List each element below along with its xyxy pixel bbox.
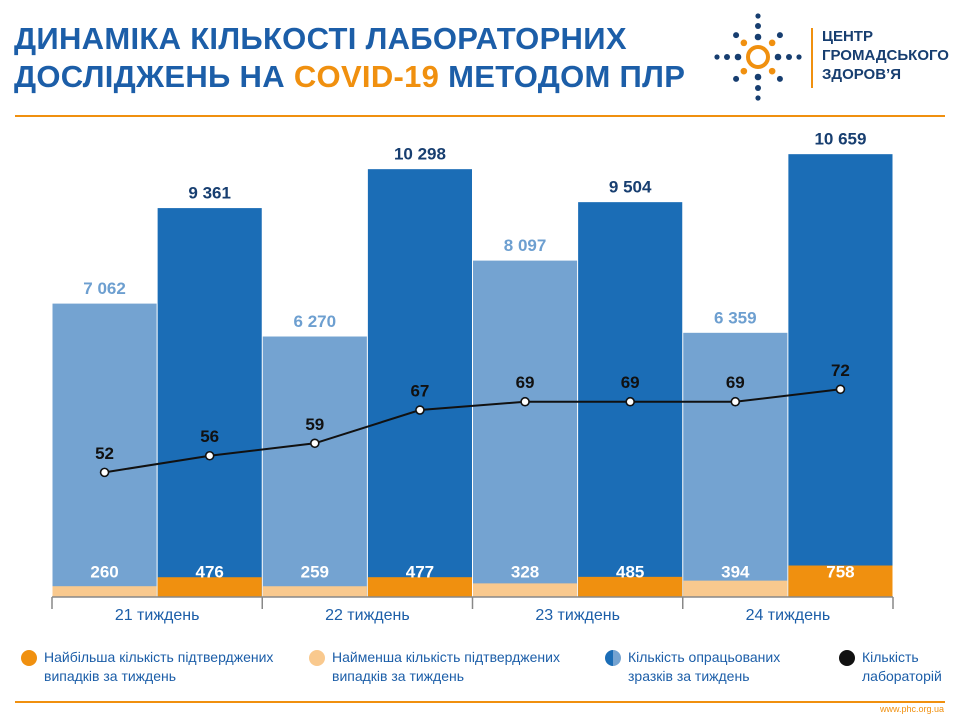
value-label: 67 xyxy=(410,382,429,401)
logo-line: ЦЕНТР xyxy=(822,28,873,45)
legend-label: Найменша кількість підтверджених випадкі… xyxy=(332,649,560,684)
legend-marker xyxy=(605,650,613,666)
value-label: 8 097 xyxy=(504,236,547,255)
x-tick-label: 23 тиждень xyxy=(535,607,620,624)
value-label: 59 xyxy=(305,415,324,434)
value-label: 72 xyxy=(831,361,850,380)
point xyxy=(99,467,110,478)
bar xyxy=(262,336,367,597)
logo-dot xyxy=(755,13,761,19)
bar xyxy=(683,580,788,597)
bar xyxy=(157,577,262,597)
point xyxy=(730,396,741,407)
value-label: 476 xyxy=(196,562,224,581)
legend-marker xyxy=(21,650,37,666)
footer-url: www.phc.org.ua xyxy=(879,704,944,714)
logo-text: ЦЕНТР ГРОМАДСЬКОГО ЗДОРОВ’Я xyxy=(822,27,949,84)
value-label: 7 062 xyxy=(83,279,126,298)
bar xyxy=(683,332,788,597)
value-label: 69 xyxy=(726,373,745,392)
bar xyxy=(473,260,578,597)
value-label: 485 xyxy=(616,562,644,581)
bar xyxy=(578,576,683,597)
logo-dot xyxy=(733,75,740,82)
bar xyxy=(788,154,893,598)
logo-dot xyxy=(754,73,762,81)
bar xyxy=(52,586,157,597)
logo-dot xyxy=(768,67,776,75)
point xyxy=(204,450,215,461)
logo-dot xyxy=(786,54,792,60)
value-label: 69 xyxy=(516,373,535,392)
bar xyxy=(262,586,367,597)
point xyxy=(310,438,320,449)
value-label: 56 xyxy=(200,427,219,446)
bar xyxy=(367,577,472,597)
value-label: 9 504 xyxy=(609,178,652,197)
logo-mark xyxy=(714,13,802,101)
logo-dot xyxy=(734,53,742,61)
value-label: 328 xyxy=(511,562,539,581)
bar xyxy=(367,169,472,597)
logo-dot xyxy=(768,39,776,47)
legend-marker xyxy=(613,650,621,666)
value-label: 52 xyxy=(95,444,114,463)
value-label: 477 xyxy=(406,562,434,581)
bar xyxy=(473,583,578,597)
line xyxy=(104,388,841,474)
value-label: 6 270 xyxy=(294,312,337,331)
value-label: 9 361 xyxy=(188,184,231,203)
logo-dot xyxy=(754,33,762,41)
legend-marker xyxy=(309,650,325,666)
logo-line: ЗДОРОВ’Я xyxy=(822,66,902,83)
logo-line: ГРОМАДСЬКОГО xyxy=(822,47,949,64)
legend-label: Кількість лабораторій xyxy=(862,649,942,684)
value-label: 260 xyxy=(90,562,118,581)
bar xyxy=(52,303,157,597)
title-part: ДИНАМІКА КІЛЬКОСТІ ЛАБОРАТОРНИХ xyxy=(14,21,627,56)
bar xyxy=(788,565,893,597)
logo-dot xyxy=(776,75,783,82)
x-tick-label: 24 тиждень xyxy=(746,607,831,624)
value-label: 394 xyxy=(721,562,750,581)
point xyxy=(835,384,846,395)
value-label: 69 xyxy=(621,373,640,392)
title-part: COVID-19 xyxy=(293,59,440,94)
legend-label: Найбільша кількість підтверджених випадк… xyxy=(44,649,274,684)
x-tick-label: 21 тиждень xyxy=(115,607,200,624)
x-tick-label: 22 тиждень xyxy=(325,607,410,624)
point xyxy=(415,405,425,415)
logo-dot xyxy=(740,39,748,47)
logo-dot xyxy=(776,32,783,39)
title-part: ДОСЛІДЖЕНЬ НА xyxy=(14,59,285,94)
logo-dot xyxy=(714,54,720,60)
logo-ring xyxy=(746,45,770,69)
legend-marker xyxy=(839,650,855,666)
value-label: 6 359 xyxy=(714,308,757,327)
title-part: МЕТОДОМ ПЛР xyxy=(448,59,686,94)
bar xyxy=(157,208,262,597)
logo-dot xyxy=(755,95,761,101)
logo-dot xyxy=(733,32,740,39)
logo-dot xyxy=(796,54,802,60)
logo-dot xyxy=(724,54,730,60)
point xyxy=(625,396,635,407)
logo-dot xyxy=(755,85,761,91)
value-label: 10 298 xyxy=(394,145,446,164)
value-label: 10 659 xyxy=(814,130,866,149)
logo-dot xyxy=(740,67,748,75)
logo-dot xyxy=(774,53,782,61)
logo-dot xyxy=(755,23,761,29)
title: ДИНАМІКА КІЛЬКОСТІ ЛАБОРАТОРНИХ ДОСЛІДЖЕН… xyxy=(14,20,685,96)
value-label: 758 xyxy=(826,562,854,581)
point xyxy=(520,396,530,407)
value-label: 259 xyxy=(301,562,329,581)
legend-label: Кількість опрацьованих зразків за тижден… xyxy=(628,649,781,684)
